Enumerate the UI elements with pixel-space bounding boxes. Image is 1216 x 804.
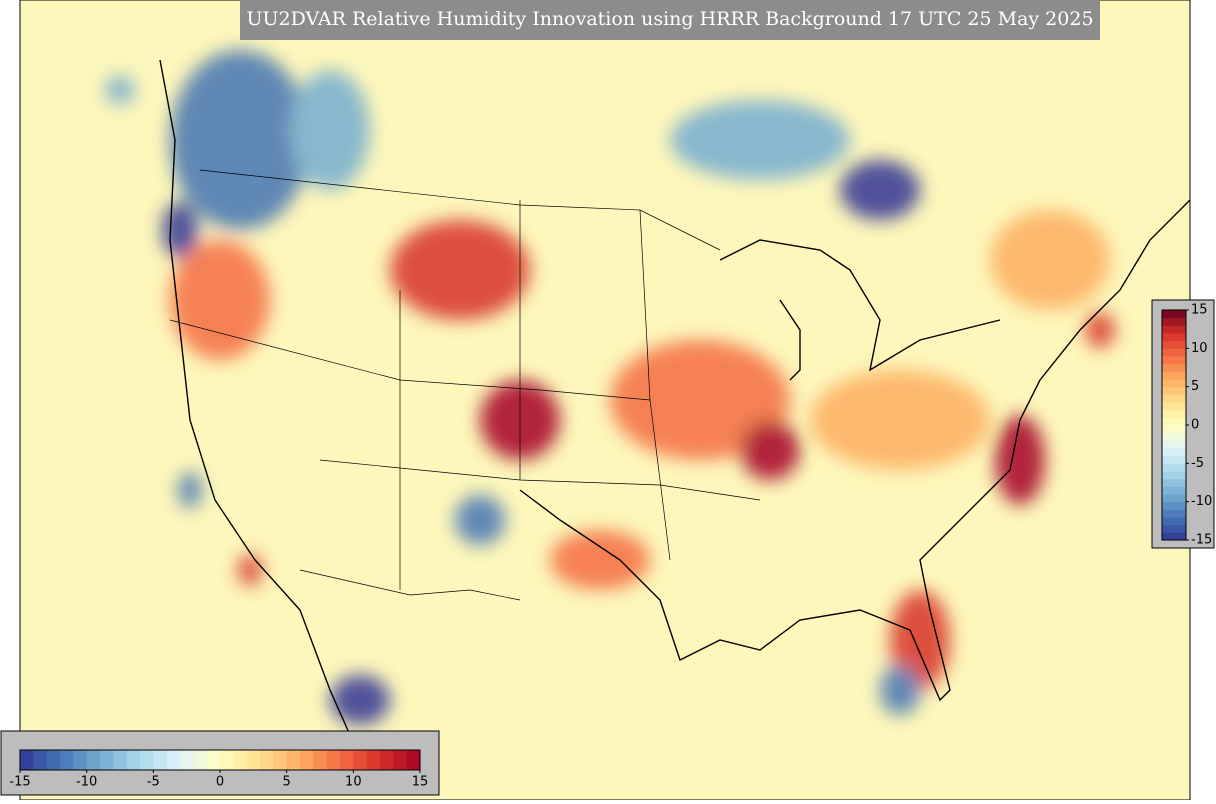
colorbar-segment xyxy=(86,750,101,770)
colorbar-segment xyxy=(1162,425,1186,434)
colorbar-segment xyxy=(1162,348,1186,357)
colorbar-segment xyxy=(1162,402,1186,411)
colorbar-segment xyxy=(1162,394,1186,403)
colorbar-segment xyxy=(166,750,181,770)
colorbar-segment xyxy=(1162,501,1186,510)
vertical-colorbar: 15 10 5 0 -5 -10 -15 xyxy=(1161,303,1212,548)
colorbar-segment xyxy=(1162,448,1186,457)
colorbar-segment xyxy=(33,750,48,770)
colorbar-segment xyxy=(1162,509,1186,518)
colorbar-tick-label: 0 xyxy=(216,775,224,790)
colorbar-segment xyxy=(380,750,394,770)
colorbar-segment xyxy=(46,750,61,770)
colorbar-segment xyxy=(193,750,208,770)
colorbar-tick-label: 10 xyxy=(345,775,362,790)
colorbar-segment xyxy=(1162,494,1186,503)
colorbar-tick-label: 5 xyxy=(283,775,291,790)
title-box xyxy=(240,0,1100,40)
colorbar-segment xyxy=(140,750,154,770)
colorbar-tick-label: 0 xyxy=(1191,418,1199,433)
colorbar-tick-label: -10 xyxy=(1191,494,1212,509)
colorbar-segment xyxy=(1162,471,1186,480)
humidity-field xyxy=(105,50,1115,725)
colorbar-segment xyxy=(366,750,381,770)
colorbar-segment xyxy=(1162,356,1186,365)
colorbar-segment xyxy=(340,750,354,770)
colorbar-segment xyxy=(60,750,74,770)
colorbar-segment xyxy=(73,750,88,770)
colorbar-tick-label: 15 xyxy=(1191,303,1208,318)
coastlines xyxy=(159,59,1191,781)
colorbar-segment xyxy=(1162,486,1186,495)
colorbar-segment xyxy=(326,750,341,770)
colorbar-segment xyxy=(1162,386,1186,395)
colorbar-segment xyxy=(1162,317,1186,326)
borders xyxy=(169,169,761,601)
colorbar-segment xyxy=(220,750,234,770)
colorbar-segment xyxy=(1162,440,1186,449)
colorbar-segment xyxy=(233,750,248,770)
colorbar-segment xyxy=(1162,409,1186,418)
colorbar-segment xyxy=(393,750,408,770)
colorbar-segment xyxy=(1162,532,1186,541)
colorbar-segment xyxy=(1162,371,1186,380)
colorbar-tick-label: 10 xyxy=(1191,341,1208,356)
colorbar-segment xyxy=(1162,340,1186,349)
colorbar-tick-label: 5 xyxy=(1191,379,1199,394)
colorbar-segment xyxy=(313,750,328,770)
title: UU2DVAR Relative Humidity Innovation usi… xyxy=(246,8,1093,30)
colorbar-segment xyxy=(180,750,194,770)
colorbar-segment xyxy=(1162,379,1186,388)
colorbar-segment xyxy=(260,750,274,770)
colorbar-tick-label: -15 xyxy=(9,775,30,790)
colorbar-segment xyxy=(113,750,128,770)
colorbar-segment xyxy=(1162,325,1186,334)
colorbar-tick-label: -15 xyxy=(1191,533,1212,548)
colorbar-segment xyxy=(1162,333,1186,342)
colorbar-segment xyxy=(286,750,301,770)
colorbar-segment xyxy=(353,750,368,770)
colorbar-segment xyxy=(20,750,34,770)
colorbar-segment xyxy=(100,750,114,770)
colorbar-tick-label: -5 xyxy=(147,775,160,790)
colorbar-segment xyxy=(1162,517,1186,526)
colorbar-segment xyxy=(1162,524,1186,533)
colorbar-segment xyxy=(1162,417,1186,426)
colorbar-segment xyxy=(246,750,261,770)
colorbar-segment xyxy=(126,750,141,770)
colorbar-segment xyxy=(1162,363,1186,372)
colorbar-segment xyxy=(153,750,168,770)
colorbar-segment xyxy=(406,750,421,770)
colorbar-tick-label: -10 xyxy=(76,775,97,790)
colorbar-segment xyxy=(1162,478,1186,487)
colorbar-segment xyxy=(1162,432,1186,441)
colorbar-tick-label: 15 xyxy=(412,775,429,790)
horizontal-colorbar: -15 -10 -5 0 5 10 15 xyxy=(9,749,429,790)
colorbar-segment xyxy=(1162,463,1186,472)
colorbar-segment xyxy=(300,750,314,770)
colorbar-segment xyxy=(206,750,221,770)
colorbar-segment xyxy=(1162,310,1186,319)
colorbar-tick-label: -5 xyxy=(1191,456,1204,471)
colorbar-segment xyxy=(273,750,288,770)
colorbar-segment xyxy=(1162,455,1186,464)
